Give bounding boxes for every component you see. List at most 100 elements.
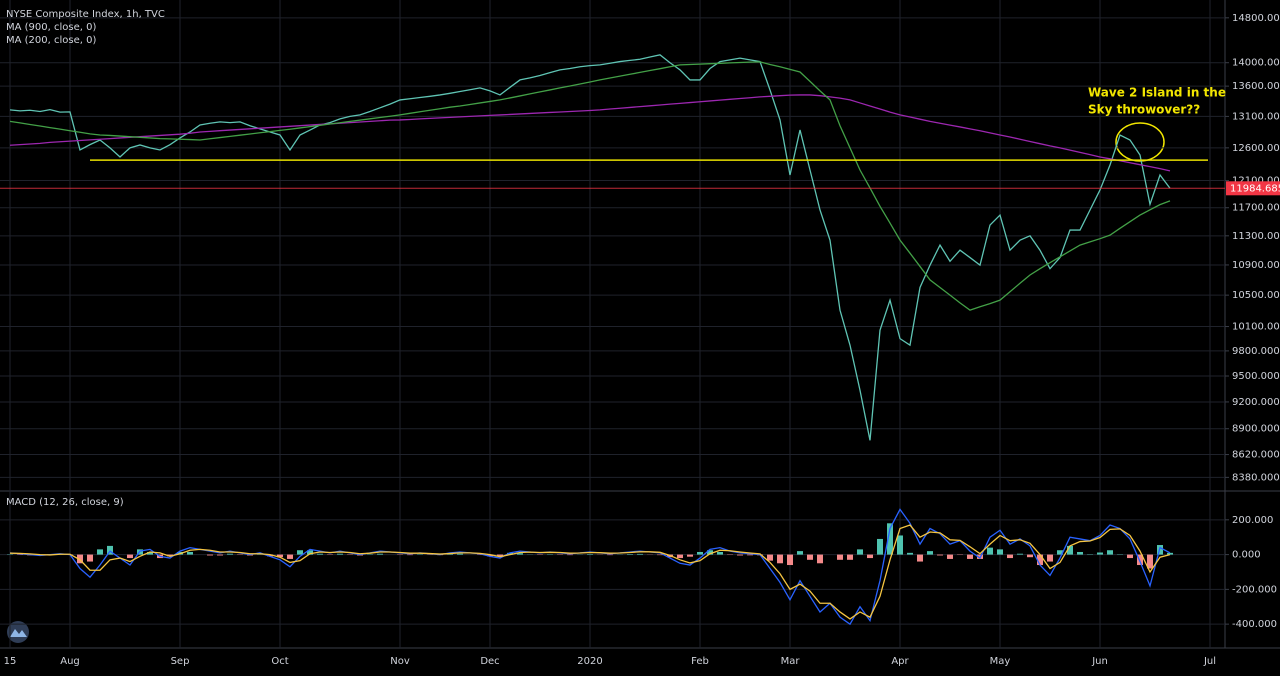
histogram-bar: [1027, 554, 1033, 558]
y-tick-label: 9800.000: [1232, 346, 1280, 357]
histogram-bar: [207, 554, 213, 556]
y-tick-label: 12100.000: [1232, 176, 1280, 187]
x-tick-label: Apr: [891, 656, 909, 667]
histogram-bar: [517, 553, 523, 555]
y-tick-label: -200.000: [1232, 584, 1277, 595]
chart-title: MACD (12, 26, close, 9): [6, 497, 124, 508]
histogram-bar: [947, 554, 953, 559]
histogram-bar: [857, 549, 863, 555]
x-tick-label: Sep: [171, 656, 190, 667]
y-tick-label: 14000.000: [1232, 58, 1280, 69]
histogram-bar: [627, 554, 633, 555]
y-tick-label: 13100.000: [1232, 111, 1280, 122]
histogram-bar: [807, 554, 813, 560]
series-line: [9, 61, 1171, 311]
x-tick-label: 2020: [577, 656, 602, 667]
series-line: [9, 94, 1171, 172]
histogram-bar: [217, 554, 223, 556]
y-tick-label: -400.000: [1232, 619, 1277, 630]
histogram-bar: [1017, 553, 1023, 555]
histogram-bar: [407, 554, 413, 556]
histogram-bar: [187, 551, 193, 555]
highlight-ellipse: [1115, 122, 1165, 162]
histogram-bar: [687, 554, 693, 557]
x-tick-label: Mar: [781, 656, 801, 667]
histogram-bar: [607, 554, 613, 556]
histogram-bar: [987, 547, 993, 555]
histogram-bar: [87, 554, 93, 562]
histogram-bar: [657, 554, 663, 556]
y-tick-label: 10500.000: [1232, 290, 1280, 301]
x-tick-label: Jul: [1203, 656, 1216, 667]
y-tick-label: 12600.000: [1232, 143, 1280, 154]
histogram-bar: [227, 553, 233, 555]
histogram-bar: [1107, 550, 1113, 555]
histogram-bar: [937, 554, 943, 556]
y-tick-label: 14800.000: [1232, 13, 1280, 24]
series-line: [9, 54, 1171, 441]
x-tick-label: Aug: [60, 656, 80, 667]
legend-label: MA (200, close, 0): [6, 35, 96, 46]
histogram-bar: [677, 554, 683, 559]
y-tick-label: 11700.000: [1232, 203, 1280, 214]
histogram-bar: [1057, 550, 1063, 555]
histogram-bar: [927, 551, 933, 555]
annotation: Wave 2 Island in the: [1088, 86, 1226, 100]
x-tick-label: Feb: [691, 656, 709, 667]
histogram-bar: [867, 554, 873, 559]
series-line: [9, 524, 1171, 620]
histogram-bar: [317, 553, 323, 555]
histogram-bar: [877, 538, 883, 555]
histogram-bar: [1077, 551, 1083, 555]
histogram-bar: [587, 554, 593, 555]
histogram-bar: [747, 554, 753, 556]
annotation: Sky throwover??: [1088, 103, 1200, 117]
legend-label: MA (900, close, 0): [6, 22, 96, 33]
histogram-bar: [1047, 554, 1053, 562]
histogram-bar: [277, 554, 283, 558]
y-tick-label: 0.000: [1232, 550, 1261, 561]
histogram-bar: [1137, 554, 1143, 566]
histogram-bar: [787, 554, 793, 566]
logo: [7, 621, 29, 643]
histogram-bar: [147, 551, 153, 555]
histogram-bar: [907, 552, 913, 555]
histogram-bar: [847, 554, 853, 560]
y-tick-label: 10100.000: [1232, 322, 1280, 333]
histogram-bar: [897, 535, 903, 555]
histogram-bar: [767, 554, 773, 561]
histogram-bar: [637, 553, 643, 555]
histogram-bar: [297, 550, 303, 555]
histogram-bar: [707, 550, 713, 555]
x-tick-label: Dec: [480, 656, 499, 667]
histogram-bar: [497, 554, 503, 556]
histogram-bar: [1167, 552, 1173, 555]
y-tick-label: 8380.000: [1232, 472, 1280, 483]
histogram-bar: [917, 554, 923, 562]
x-tick-label: Oct: [271, 656, 288, 667]
last-price-label: 11984.685: [1230, 183, 1280, 194]
last-price-badge: [1226, 181, 1280, 196]
y-tick-label: 10900.000: [1232, 260, 1280, 271]
histogram-bar: [1127, 554, 1133, 559]
x-tick-label: May: [990, 656, 1011, 667]
histogram-bar: [967, 554, 973, 559]
y-tick-label: 9500.000: [1232, 371, 1280, 382]
histogram-bar: [287, 554, 293, 559]
histogram-bar: [837, 554, 843, 560]
histogram-bar: [507, 552, 513, 555]
histogram-bar: [1037, 554, 1043, 566]
y-tick-label: 13600.000: [1232, 81, 1280, 92]
histogram-bar: [447, 553, 453, 555]
chart-title: NYSE Composite Index, 1h, TVC: [6, 9, 165, 20]
histogram-bar: [97, 549, 103, 555]
histogram-bar: [337, 553, 343, 555]
histogram-bar: [697, 551, 703, 555]
x-tick-label: 15: [4, 656, 17, 667]
histogram-bar: [737, 554, 743, 556]
histogram-bar: [1147, 554, 1153, 569]
histogram-bar: [997, 549, 1003, 555]
histogram-bar: [777, 554, 783, 564]
